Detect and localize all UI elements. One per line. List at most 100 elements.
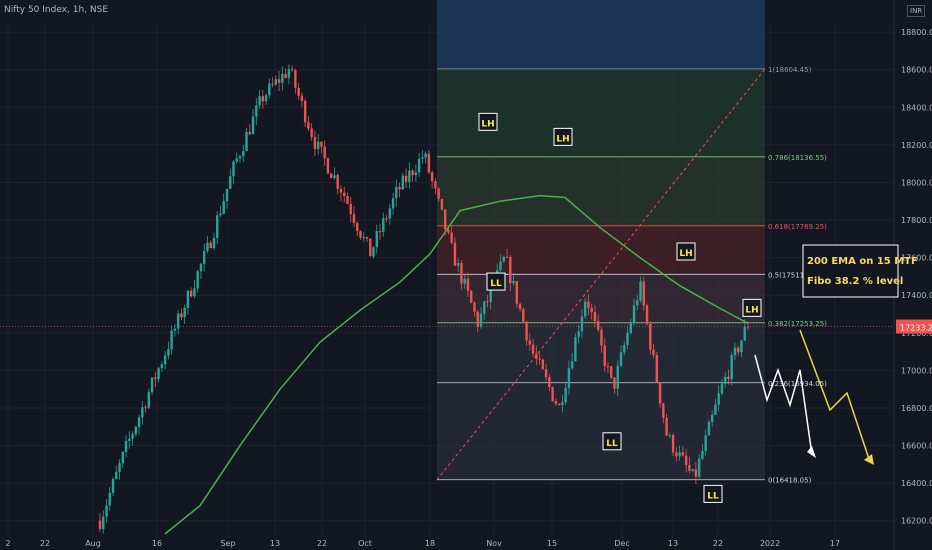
candle-body — [655, 355, 659, 383]
swing-label: LH — [556, 134, 569, 144]
candle-body — [652, 349, 655, 356]
y-tick-label: 17000.00 — [901, 366, 932, 375]
candle-body — [313, 137, 317, 150]
candle-body — [141, 407, 144, 418]
candle-body — [473, 302, 476, 312]
candle-body — [606, 366, 610, 368]
candle-body — [489, 287, 492, 302]
candle-body — [505, 256, 509, 258]
x-tick-label: Dec — [614, 539, 629, 548]
candle-body — [453, 242, 457, 266]
candle-body — [173, 328, 177, 331]
y-tick-label: 17600.00 — [901, 254, 932, 263]
candle-body — [460, 262, 463, 284]
fib-band — [437, 156, 765, 226]
swing-label-box — [602, 432, 622, 451]
candle-body — [212, 237, 216, 249]
candle-body — [320, 141, 323, 147]
candle-body — [225, 188, 229, 202]
fib-level-label: 0.236(16934.05) — [768, 380, 827, 388]
candle-body — [271, 83, 274, 85]
candle-body — [483, 301, 486, 314]
candle-body — [743, 326, 746, 341]
candle-body — [395, 186, 398, 199]
y-tick-label: 16400.00 — [901, 479, 932, 488]
candle-body — [476, 311, 479, 327]
candle-body — [626, 332, 629, 346]
candle-body — [430, 172, 434, 182]
candle-body — [551, 387, 554, 402]
candle-body — [456, 262, 460, 266]
candle-body — [697, 458, 701, 477]
candle-body — [401, 175, 405, 190]
swing-label: LH — [745, 305, 758, 315]
candle-body — [150, 377, 154, 393]
candle-body — [108, 492, 111, 506]
candle-body — [694, 469, 698, 477]
candle-body — [447, 229, 450, 233]
candle-body — [245, 131, 248, 152]
candle-body — [189, 290, 193, 297]
candle-body — [512, 281, 515, 284]
candle-body — [629, 323, 632, 333]
x-tick-label: 13 — [668, 539, 678, 548]
fib-trend-line — [436, 68, 766, 481]
candle-body — [284, 73, 287, 78]
candle-body — [574, 336, 577, 362]
candle-body — [450, 232, 453, 243]
x-tick-label: 13 — [270, 539, 280, 548]
candle-body — [623, 345, 626, 353]
candle-body — [590, 307, 593, 313]
fib-extension-zone — [437, 0, 765, 69]
candle-body — [326, 158, 330, 174]
candle-body — [538, 358, 541, 360]
candle-body — [603, 345, 606, 367]
x-tick-label: 22 — [40, 539, 50, 548]
arrow-head-white — [807, 446, 816, 458]
candle-body — [382, 218, 385, 232]
candle-body — [134, 426, 138, 435]
fib-level-label: 0.5(17511.25) — [768, 271, 818, 279]
candle-body — [339, 188, 343, 193]
candle-body — [580, 316, 584, 332]
candle-body — [525, 321, 528, 341]
candle-body — [274, 79, 278, 85]
fib-level-label: 0.786(18136.55) — [768, 154, 827, 162]
candle-body — [362, 237, 365, 239]
candle-body — [564, 387, 567, 403]
y-tick-label: 17400.00 — [901, 291, 932, 300]
chart-title: Nifty 50 Index, 1h, NSE — [4, 5, 109, 15]
candle-body — [180, 313, 183, 318]
candle-body — [388, 208, 392, 219]
candle-body — [336, 175, 339, 189]
candle-body — [219, 213, 222, 216]
candle-body — [222, 201, 225, 214]
candle-body — [352, 214, 356, 223]
candle-body — [593, 312, 597, 321]
candle-body — [544, 369, 548, 378]
candle-body — [157, 368, 160, 380]
candle-body — [163, 355, 167, 365]
x-tick-label: 16 — [152, 539, 162, 548]
currency-badge[interactable]: INR — [907, 5, 926, 17]
candle-body — [199, 263, 203, 272]
candle-body — [261, 96, 265, 102]
candle-body — [668, 434, 672, 436]
candle-body — [470, 290, 473, 303]
swing-label-box — [478, 112, 498, 131]
y-tick-label: 18600.00 — [901, 66, 932, 75]
candle-body — [691, 469, 694, 471]
candle-body — [229, 176, 232, 189]
candle-body — [111, 479, 115, 493]
swing-label-box — [676, 242, 696, 261]
candle-body — [463, 278, 466, 284]
candle-body — [554, 401, 558, 404]
candle-body — [323, 146, 326, 159]
candle-body — [307, 122, 310, 129]
candle-body — [365, 237, 369, 239]
candle-body — [440, 198, 444, 210]
candle-body — [300, 95, 304, 101]
y-tick-label: 18000.00 — [901, 178, 932, 187]
candle-body — [675, 452, 678, 457]
